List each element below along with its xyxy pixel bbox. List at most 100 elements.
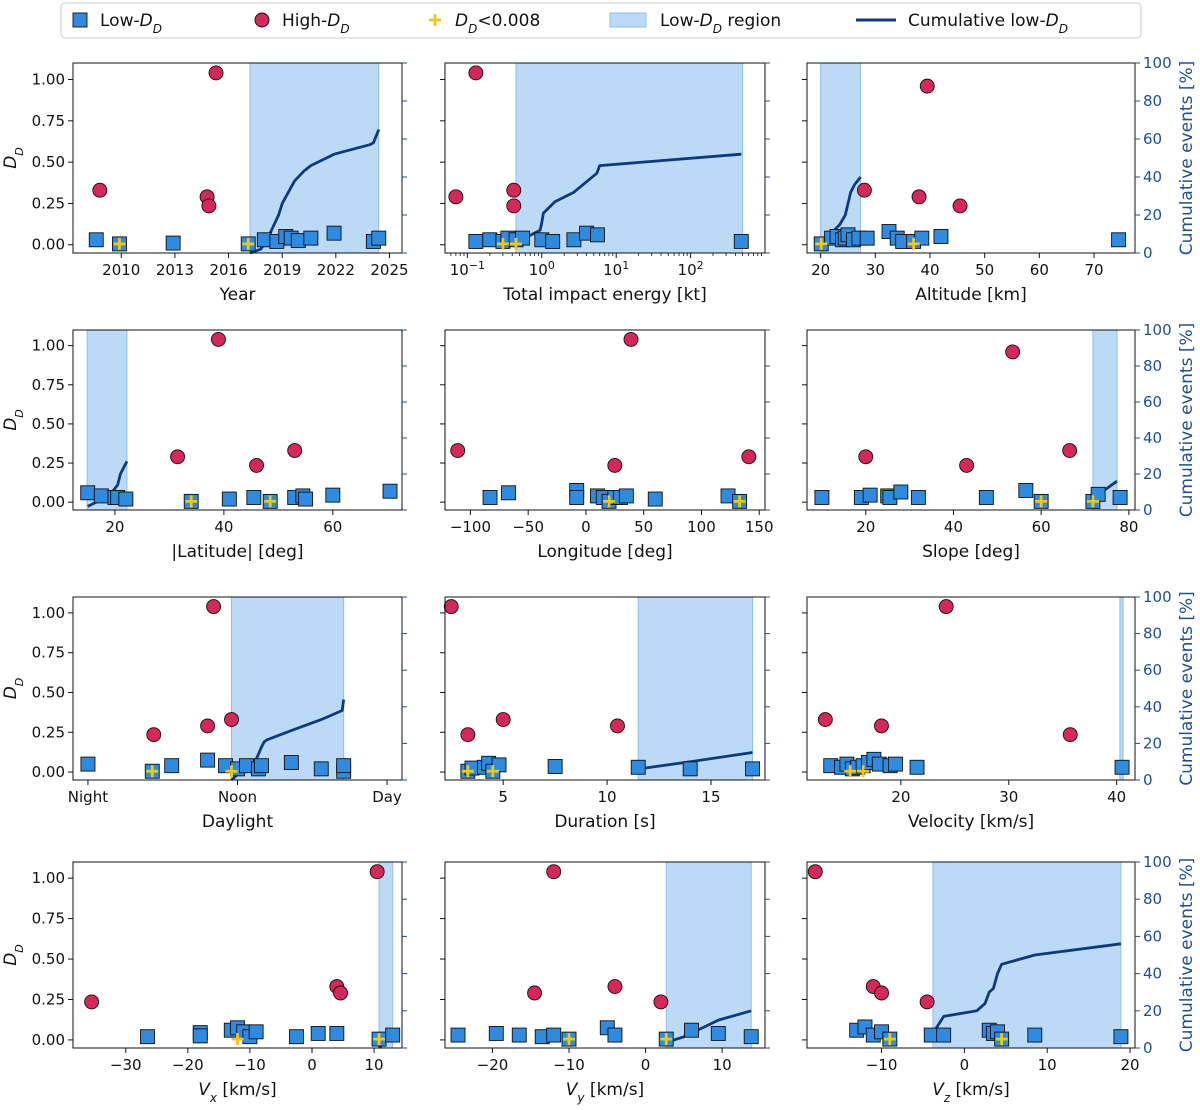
dd-below-threshold-point	[231, 1033, 244, 1046]
low-dd-region	[249, 62, 380, 254]
low-dd-point	[313, 761, 329, 777]
x-tick-label: −50	[512, 518, 544, 536]
x-axis-label: Daylight	[202, 812, 274, 832]
low-dd-point	[482, 232, 498, 248]
y2-tick-label: 0	[1143, 244, 1153, 262]
x-tick-label: 0	[307, 1056, 317, 1074]
high-dd-point	[607, 979, 623, 994]
subplot: 20 30 40 50 60 70 Altitude [km] 0 20 40 60 80 100 Cum…	[802, 54, 1197, 305]
y2-tick-label: 80	[1143, 357, 1162, 375]
low-dd-point	[630, 759, 646, 775]
low-dd-point	[310, 1025, 326, 1041]
x-tick-label: 10	[598, 788, 617, 806]
x-tick-label: 100	[687, 518, 716, 536]
x-tick-label: 2025	[370, 261, 408, 279]
dd-below-threshold-point	[733, 495, 746, 508]
x-tick-label: −30	[110, 1056, 142, 1074]
x-tick-label: 0	[641, 1056, 651, 1074]
high-dd-point	[210, 331, 226, 347]
dd-below-threshold-point	[844, 765, 857, 778]
y-tick-label: 0.50	[32, 153, 65, 171]
x-tick-label: −20	[477, 1056, 509, 1074]
y2-tick-label: 20	[1143, 734, 1162, 752]
high-dd-point	[495, 712, 511, 727]
high-dd-point	[623, 331, 639, 347]
low-dd-point	[745, 761, 760, 777]
y2-tick-label: 0	[1143, 501, 1153, 519]
low-dd-point	[607, 1027, 623, 1043]
axes-frame	[444, 596, 766, 781]
subplot: 10−1 100 101 102 Total impact energy [kt]	[440, 62, 770, 305]
low-dd-point	[710, 1025, 726, 1041]
high-dd-point	[873, 718, 889, 734]
subplot: 20 40 60 |Latitude| [deg] 0.00 0.25 0.50 0.75 1.…	[1, 329, 407, 562]
x-axis-label: Longitude [deg]	[537, 542, 672, 562]
y2-tick-label: 40	[1143, 429, 1162, 447]
high-dd-point	[911, 189, 927, 205]
low-dd-point	[1027, 1027, 1043, 1043]
y-tick-label: 0.00	[32, 763, 65, 781]
x-axis-label: Altitude [km]	[915, 285, 1027, 305]
y2-tick-label: 0	[1143, 771, 1153, 789]
high-dd-point	[506, 182, 522, 198]
low-dd-point	[1114, 759, 1130, 775]
subplot: −100 −50 0 50 100 150 Longitude [deg]	[440, 329, 774, 562]
x-tick-label: 40	[920, 261, 939, 279]
y2-tick-label: 60	[1143, 130, 1162, 148]
x-tick-label: 15	[701, 788, 720, 806]
high-dd-point	[546, 864, 562, 880]
dd-below-threshold-point	[373, 1033, 386, 1046]
x-axis-label: |Latitude| [deg]	[171, 542, 303, 562]
low-dd-point	[289, 1029, 304, 1045]
axes-frame	[806, 596, 1136, 781]
low-dd-point	[910, 490, 926, 505]
low-dd-region	[637, 596, 754, 781]
y-axis-label: DD	[1, 147, 26, 169]
low-dd-point	[248, 1024, 264, 1040]
y-tick-label: 0.50	[32, 415, 65, 433]
y-tick-label: 0.25	[32, 990, 65, 1008]
dd-below-threshold-point	[563, 1033, 576, 1046]
x-tick-label: 20	[891, 788, 910, 806]
high-dd-point	[450, 443, 466, 458]
low-dd-point	[165, 235, 181, 251]
dd-below-threshold-point	[907, 237, 920, 250]
low-dd-region	[1092, 329, 1118, 511]
y2-tick-label: 100	[1143, 588, 1172, 606]
high-dd-point	[919, 78, 935, 94]
low-dd-point	[733, 233, 749, 249]
x-tick-label: 101	[603, 259, 629, 280]
dd-below-threshold-point	[995, 1033, 1008, 1046]
x-tick-label: 150	[745, 518, 774, 536]
plot-area	[445, 330, 765, 510]
x-tick-label: 40	[1107, 788, 1126, 806]
dd-below-threshold-point	[857, 765, 870, 778]
y-tick-label: 0.50	[32, 950, 65, 968]
legend: Low-DD High-DD DD<0.008 Low-DD region Cumula…	[60, 2, 1142, 39]
y2-axis-label: Cumulative events [%]	[1177, 858, 1197, 1053]
subplot: 20 40 60 80 Slope [deg] 0 20 40 60 80 100 Cumulativ…	[802, 321, 1197, 562]
low-dd-region	[1119, 596, 1124, 781]
x-tick-label: 20	[1120, 1056, 1139, 1074]
high-dd-point	[369, 864, 385, 880]
x-tick-label: 50	[634, 518, 653, 536]
low-dd-point	[140, 1029, 155, 1045]
y2-tick-label: 40	[1143, 698, 1162, 716]
high-dd-point	[333, 985, 348, 1001]
low-dd-point	[647, 491, 663, 507]
x-tick-label: 20	[811, 261, 830, 279]
x-tick-label: Night	[68, 788, 108, 806]
low-dd-point	[118, 491, 134, 507]
high-dd-point	[959, 457, 975, 473]
y2-tick-label: 100	[1143, 321, 1172, 339]
y2-tick-label: 0	[1143, 1039, 1153, 1057]
high-dd-point	[874, 985, 889, 1001]
low-dd-point	[253, 758, 269, 774]
dd-below-threshold-point	[486, 765, 499, 778]
high-dd-point	[807, 864, 823, 880]
x-tick-label: 102	[678, 259, 704, 280]
y2-axis-label: Cumulative events [%]	[1177, 591, 1197, 786]
high-dd-point	[468, 65, 484, 81]
